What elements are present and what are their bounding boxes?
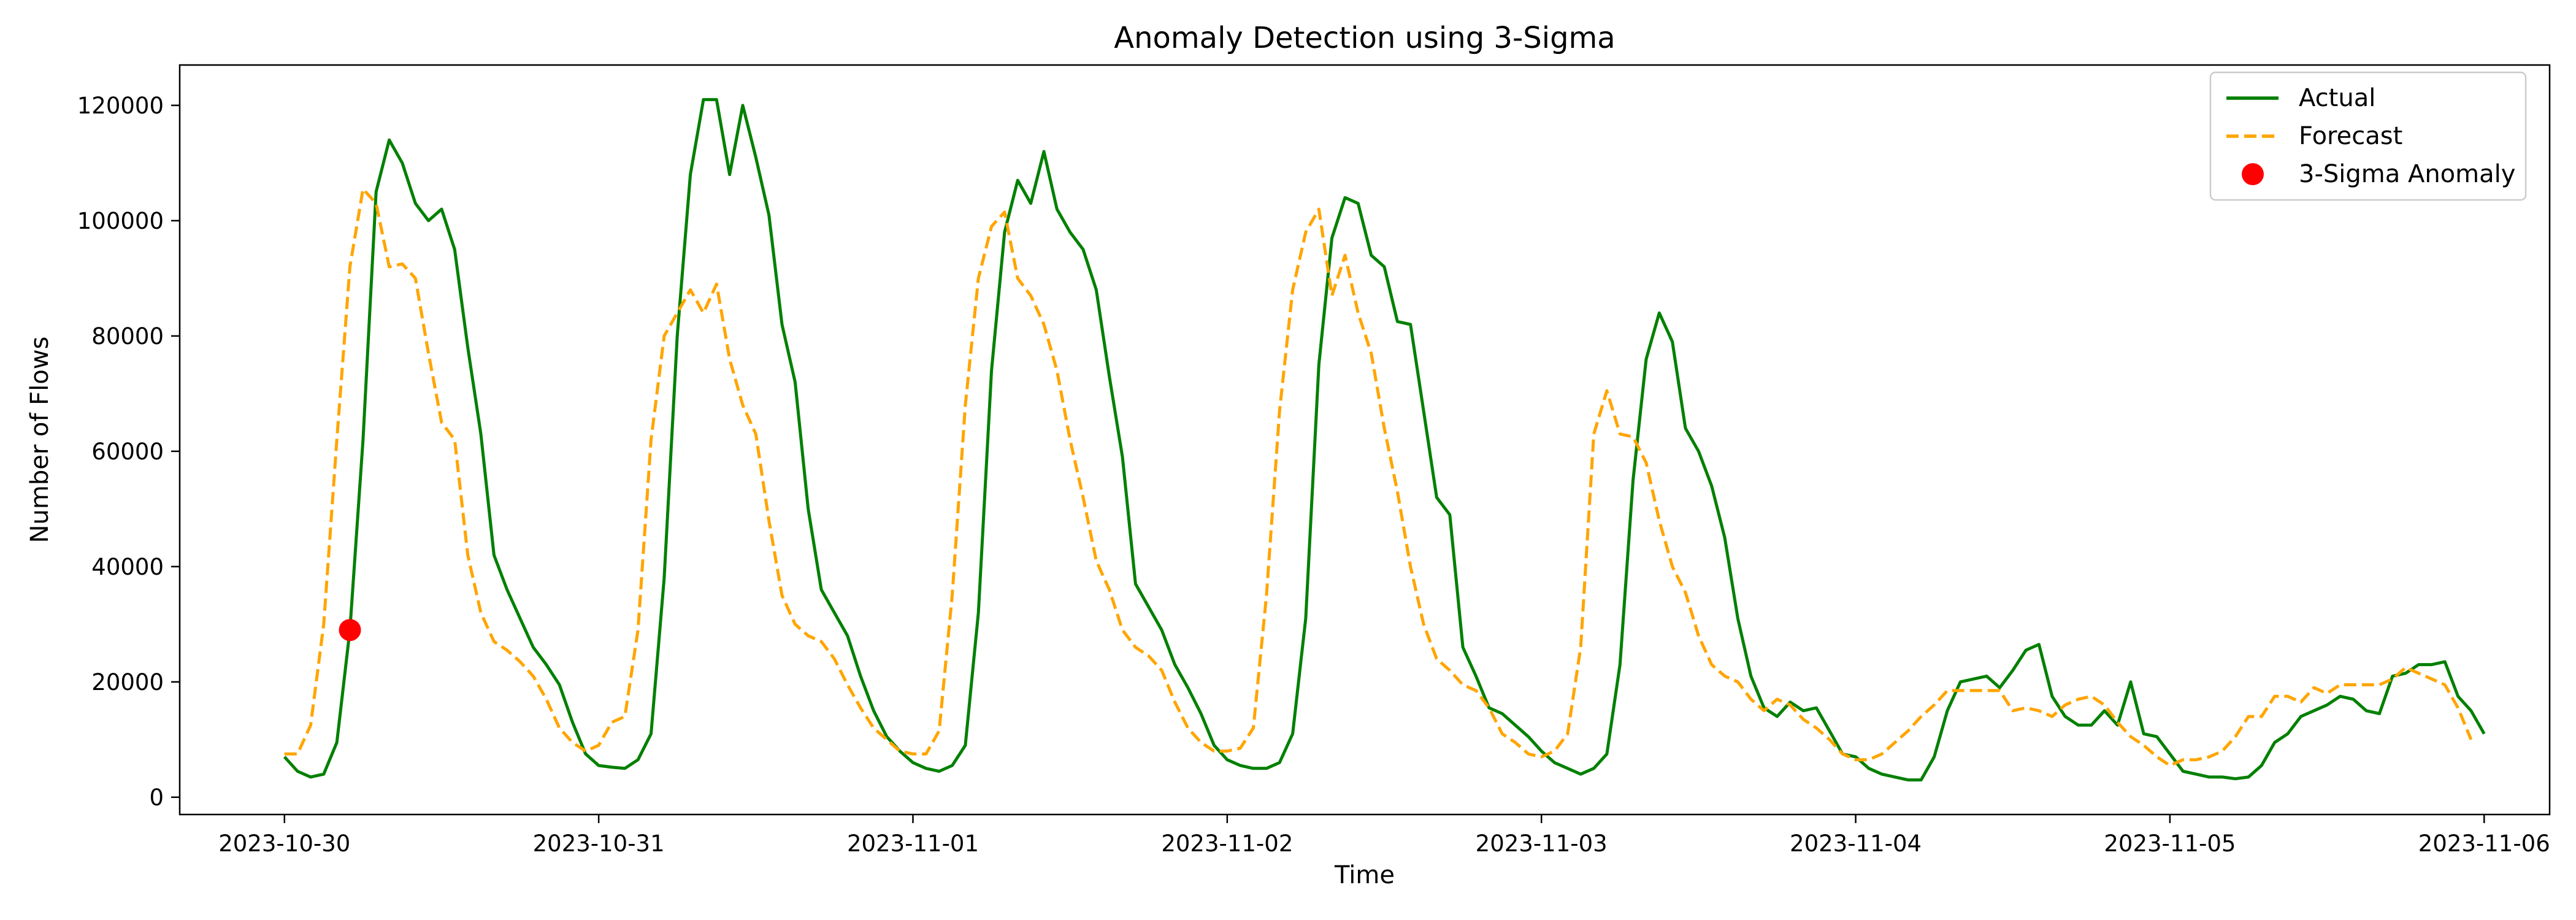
y-axis-label: Number of Flows [26, 337, 54, 543]
x-tick-label: 2023-11-03 [1476, 830, 1608, 857]
x-tick-label: 2023-11-04 [1790, 830, 1922, 857]
x-axis-label: Time [1334, 861, 1395, 889]
y-tick-label: 60000 [91, 439, 164, 465]
y-tick-label: 100000 [77, 208, 164, 234]
series-layer [283, 98, 2486, 782]
legend-anomaly-marker [2242, 163, 2264, 185]
y-tick-label: 20000 [91, 669, 164, 696]
plot-frame [178, 64, 2551, 816]
legend: Actual Forecast 3-Sigma Anomaly [2209, 71, 2527, 201]
x-axis: 2023-10-30 2023-10-31 2023-11-01 2023-11-02… [218, 815, 2550, 857]
series-line-actual [283, 98, 2486, 782]
x-tick-label: 2023-11-01 [847, 830, 979, 857]
y-axis: 0 20000 40000 60000 80000 100000 120000 [77, 93, 180, 811]
legend-box [2209, 71, 2527, 201]
x-tick-label: 2023-11-06 [2418, 830, 2550, 857]
x-tick-label: 2023-11-02 [1161, 830, 1293, 857]
y-tick-label: 0 [149, 784, 164, 811]
y-tick-label: 40000 [91, 554, 164, 580]
x-tick-label: 2023-10-31 [533, 830, 665, 857]
x-tick-label: 2023-11-05 [2104, 830, 2236, 857]
anomaly-point [339, 619, 361, 642]
x-tick-label: 2023-10-30 [218, 830, 350, 857]
series-line-forecast [284, 187, 2473, 767]
y-tick-label: 120000 [77, 93, 164, 119]
legend-actual-label: Actual [2299, 84, 2375, 112]
y-tick-label: 80000 [91, 323, 164, 350]
legend-forecast-label: Forecast [2299, 122, 2402, 150]
chart-title: Anomaly Detection using 3-Sigma [1114, 21, 1615, 55]
anomaly-layer [339, 619, 361, 642]
legend-anomaly-label: 3-Sigma Anomaly [2299, 160, 2515, 188]
